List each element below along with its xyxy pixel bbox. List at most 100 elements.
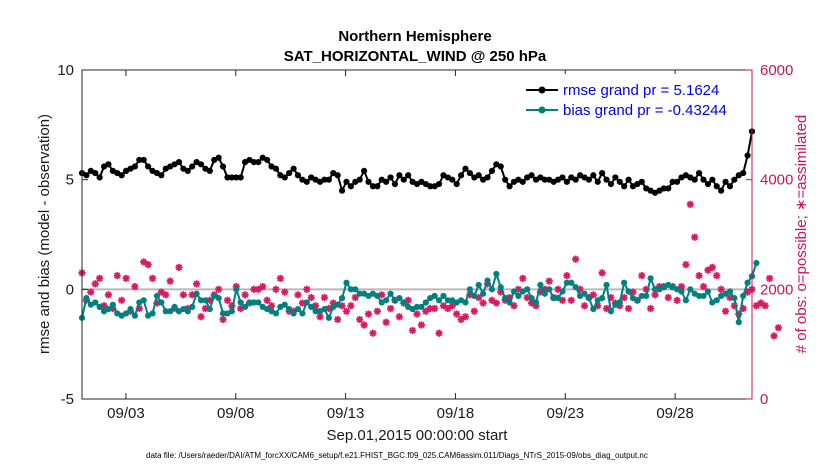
bias-point [109, 301, 116, 308]
rmse-point [612, 174, 619, 181]
obs-assimilated-point [563, 272, 571, 280]
bias-point [585, 295, 593, 302]
rmse-point [506, 183, 513, 190]
bias-point [219, 310, 227, 317]
obs-assimilated-point [386, 304, 395, 313]
rmse-point [237, 174, 244, 181]
obs-assimilated-point [572, 255, 580, 263]
rmse-point [400, 176, 407, 183]
rmse-point [131, 163, 138, 170]
bias-point [83, 295, 90, 302]
obs-assimilated-point [717, 285, 725, 293]
rmse-point [391, 180, 399, 188]
rmse-point [343, 178, 350, 185]
rmse-point [488, 167, 496, 174]
rmse-point [528, 172, 535, 179]
bias-point [634, 297, 641, 304]
obs-assimilated-point [664, 293, 672, 302]
obs-assimilated-point [721, 307, 730, 315]
rmse-point [484, 174, 491, 181]
y-tick-label-right: 2000 [760, 281, 793, 298]
obs-assimilated-point [356, 315, 364, 324]
bias-point [255, 299, 262, 306]
rmse-point [665, 185, 672, 192]
bias-point [480, 290, 487, 297]
bias-point [413, 303, 421, 310]
obs-assimilated-point [272, 285, 280, 293]
rmse-point [184, 167, 191, 174]
rmse-point [673, 178, 681, 185]
rmse-point [96, 174, 103, 181]
rmse-point [669, 178, 676, 185]
bias-point [325, 314, 332, 321]
rmse-point [321, 176, 328, 183]
rmse-point [294, 172, 302, 179]
bias-point [131, 312, 138, 319]
bias-point [352, 286, 359, 293]
rmse-point [449, 176, 456, 183]
bias-point [281, 301, 288, 308]
bias-point [286, 305, 293, 313]
rmse-point [338, 187, 346, 194]
rmse-point [228, 174, 235, 181]
obs-assimilated-point [364, 310, 373, 318]
rmse-point [497, 163, 504, 170]
rmse-point [83, 172, 90, 179]
obs-assimilated-point [369, 329, 377, 337]
obs-assimilated-point [175, 263, 183, 271]
rmse-point [638, 178, 645, 185]
rmse-point [286, 169, 293, 177]
bias-point [237, 299, 244, 306]
bias-point [158, 299, 165, 306]
rmse-point [691, 176, 698, 183]
bias-point [506, 299, 513, 306]
rmse-point [387, 174, 394, 181]
y-tick-label-right: 6000 [760, 62, 793, 79]
bias-point [488, 286, 496, 293]
bias-point [532, 299, 540, 306]
bias-point [696, 292, 703, 300]
obs-assimilated-point [567, 296, 575, 304]
obs-assimilated-point [166, 277, 174, 285]
obs-assimilated-point [113, 272, 121, 280]
x-tick-label: 09/23 [547, 405, 585, 422]
x-axis-label: Sep.01,2015 00:00:00 start [327, 427, 509, 444]
bias-point [713, 297, 720, 304]
obs-assimilated-point [713, 272, 721, 280]
bias-point [682, 297, 689, 304]
rmse-point [457, 172, 465, 179]
bias-point [374, 292, 381, 300]
bias-point [621, 279, 628, 286]
bias-point [233, 286, 240, 293]
obs-assimilated-point [488, 296, 496, 304]
rmse-point [599, 169, 606, 177]
bias-point [541, 290, 548, 297]
bias-point [171, 303, 178, 310]
obs-assimilated-point [360, 321, 368, 329]
obs-assimilated-point [448, 302, 456, 310]
obs-assimilated-point [382, 318, 390, 326]
rmse-point [696, 169, 703, 177]
rmse-point [616, 178, 623, 185]
rmse-point [215, 154, 222, 161]
legend: rmse grand pr = 5.1624 bias grand pr = -… [520, 74, 748, 122]
obs-assimilated-point [179, 291, 187, 299]
bias-point [396, 295, 403, 302]
bias-point [418, 303, 425, 310]
rmse-point [361, 167, 368, 174]
obs-assimilated-point [589, 291, 597, 299]
bias-point [299, 310, 306, 317]
bias-point [726, 288, 734, 295]
y-tick-label-left: 5 [66, 172, 74, 189]
obs-assimilated-point [351, 293, 359, 302]
rmse-point [718, 187, 725, 194]
bias-point [197, 297, 205, 304]
bias-point [559, 288, 566, 295]
obs-assimilated-point [303, 285, 311, 293]
rmse-point [396, 172, 403, 179]
bias-point [550, 295, 557, 302]
bias-point [435, 297, 443, 304]
rmse-point [607, 180, 615, 188]
rmse-point [347, 183, 354, 190]
